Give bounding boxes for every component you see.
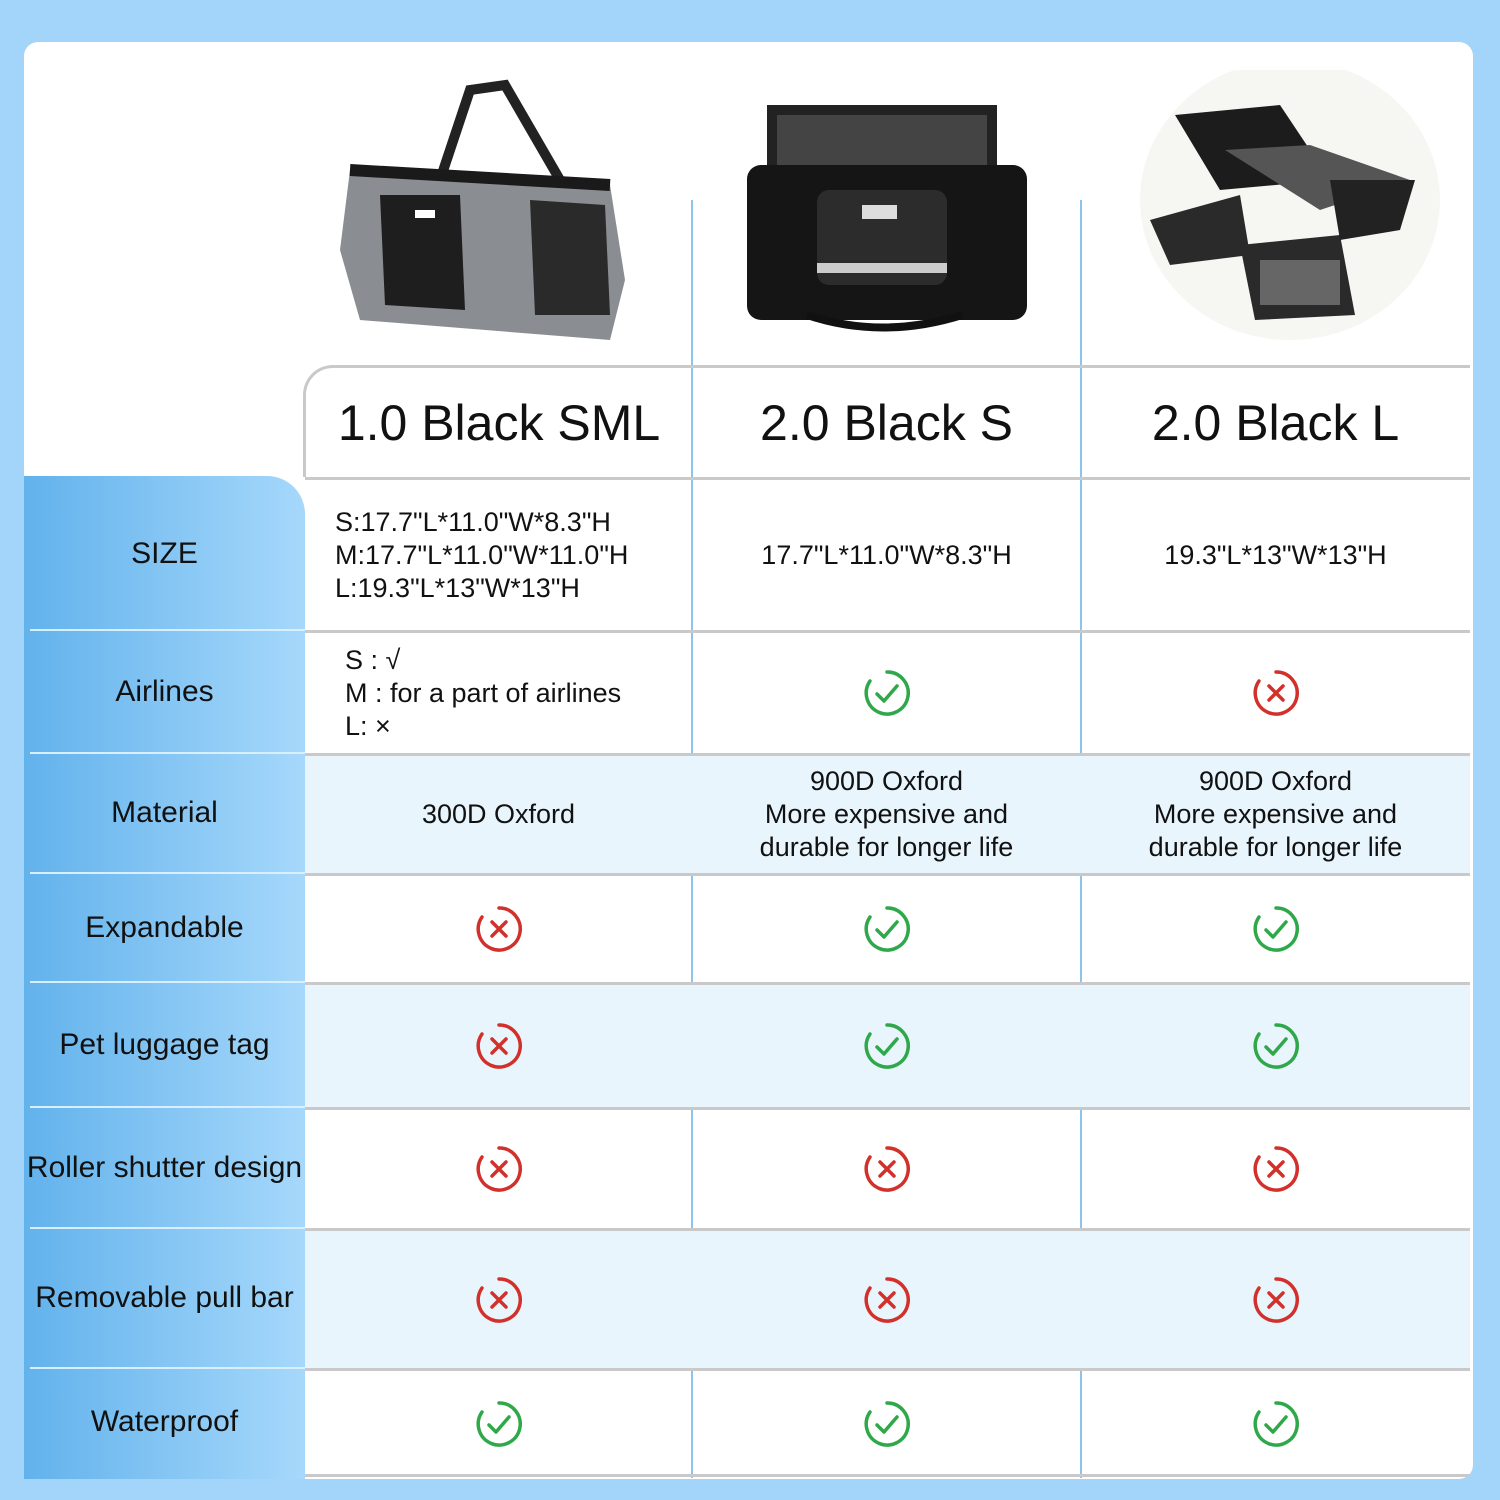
cross-circle-icon [476,906,522,952]
table-cell [692,876,1081,982]
cross-circle-icon [864,1276,910,1323]
cross-circle-icon [476,1276,522,1323]
gray-pet-carrier-image [340,79,625,340]
cross-circle-icon [1253,1276,1299,1323]
table-cell: 17.7"L*11.0"W*8.3"H [692,480,1081,630]
cell-text-line: 900D Oxford [809,766,964,796]
label-divider [30,981,305,983]
table-row [305,630,1470,753]
table-cell [1081,1371,1470,1476]
cell-text-line: durable for longer life [759,832,1014,862]
feature-label: SIZE [131,536,198,570]
table-cell [692,985,1081,1107]
column-header: 1.0 Black SML [303,365,692,477]
cell-text-line: 900D Oxford [1198,766,1353,796]
feature-label: Removable pull bar [35,1281,294,1314]
cell-text: 300D Oxford [421,799,576,829]
label-divider [30,872,305,874]
check-circle-icon [1253,1023,1299,1069]
table-cell [1081,1110,1470,1228]
table-bottom-border [305,1474,1470,1477]
cross-circle-icon [864,1146,910,1192]
feature-label: Roller shutter design [26,1150,303,1184]
table-cell [692,1231,1081,1368]
cell-text-line: More expensive and [1153,799,1398,829]
expandable-pet-carrier-image [1140,70,1440,340]
column-header: 2.0 Black S [692,365,1081,477]
feature-label: Airlines [115,674,214,708]
cell-text-line: durable for longer life [1148,832,1403,862]
table-cell: S : √ M : for a part of airlines L: × [305,633,692,753]
label-divider [30,1367,305,1369]
table-row [305,1368,1470,1476]
cross-circle-icon [1253,1146,1299,1192]
feature-label-column [24,476,305,1479]
check-circle-icon [864,670,910,716]
cell-text-line: S : √ [345,644,401,675]
feature-label: Material [111,796,218,829]
table-cell [305,985,692,1107]
label-divider [30,1106,305,1108]
check-circle-icon [476,1400,522,1447]
table-cell [692,1371,1081,1476]
table-cell [692,1110,1081,1228]
check-circle-icon [864,906,910,952]
cell-text-line: More expensive and [764,799,1009,829]
label-divider [30,752,305,754]
table-cell [1081,633,1470,753]
feature-label: Pet luggage tag [59,1027,270,1061]
table-cell [305,1231,692,1368]
table-cell: 300D Oxford [305,756,692,873]
column-header: 2.0 Black L [1081,365,1470,477]
table-cell [1081,985,1470,1107]
black-pet-carrier-image [747,105,1027,332]
check-circle-icon [864,1400,910,1447]
table-row [305,753,1470,873]
table-cell [1081,876,1470,982]
table-cell: 900D Oxford More expensive and durable for… [692,756,1081,873]
cell-text: 17.7"L*11.0"W*8.3"H [761,539,1012,570]
check-circle-icon [1253,1400,1299,1447]
cell-text: 19.3"L*13"W*13"H [1164,539,1387,570]
cell-text-line: L: × [345,710,391,741]
table-cell [305,1110,692,1228]
table-row [305,477,1470,630]
table-cell [1081,1231,1470,1368]
table-cell: 19.3"L*13"W*13"H [1081,480,1470,630]
table-row [305,1107,1470,1228]
label-divider [30,629,305,631]
table-cell: 900D Oxford More expensive and durable for… [1081,756,1470,873]
table-row [305,873,1470,982]
feature-label: Expandable [85,910,244,944]
table-cell: S:17.7"L*11.0"W*8.3"H M:17.7"L*11.0"W*11.… [305,480,692,630]
cross-circle-icon [476,1146,522,1192]
cell-text-line: L:19.3"L*13"W*13"H [335,572,580,603]
cell-text-line: M : for a part of airlines [345,677,622,708]
table-cell [305,876,692,982]
feature-label: Waterproof [90,1405,239,1438]
cell-text-line: M:17.7"L*11.0"W*11.0"H [335,539,629,570]
cell-text-line: S:17.7"L*11.0"W*8.3"H [335,506,611,537]
cross-circle-icon [476,1023,522,1069]
cross-circle-icon [1253,670,1299,716]
check-circle-icon [1253,906,1299,952]
label-divider [30,1227,305,1229]
table-cell [305,1371,692,1476]
table-cell [692,633,1081,753]
check-circle-icon [864,1023,910,1069]
